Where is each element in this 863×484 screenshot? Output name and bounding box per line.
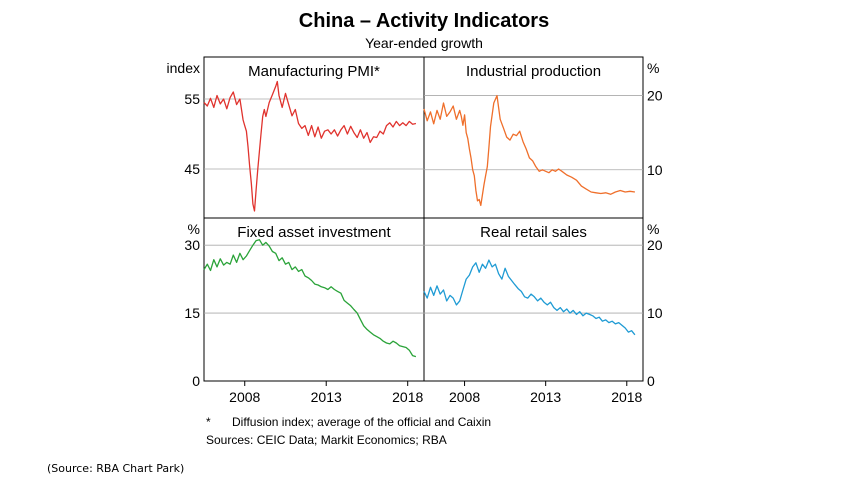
x-tick-label: 2018 — [392, 389, 423, 405]
chart-subtitle: Year-ended growth — [365, 35, 483, 51]
y-tick-label: 20 — [647, 88, 663, 104]
y-tick-label: 30 — [184, 237, 200, 253]
panel-title: Industrial production — [466, 63, 601, 80]
x-tick-label: 2018 — [611, 389, 642, 405]
series-line — [203, 239, 417, 358]
unit-label: % — [188, 221, 200, 237]
y-tick-label: 45 — [184, 161, 200, 177]
y-tick-label: 55 — [184, 91, 200, 107]
x-tick-label: 2008 — [229, 389, 260, 405]
panel-2: 10 20% Industrial production — [423, 60, 663, 207]
source-caption: (Source: RBA Chart Park) — [47, 462, 185, 475]
y-tick-label: 10 — [647, 305, 663, 321]
panel-title: Manufacturing PMI* — [248, 63, 380, 80]
series-line — [423, 259, 636, 336]
y-tick-label: 0 — [192, 373, 200, 389]
series-line — [203, 80, 417, 212]
chart-title: China – Activity Indicators — [299, 10, 549, 32]
panel-title: Fixed asset investment — [237, 224, 391, 241]
unit-label: index — [167, 60, 200, 76]
footnote-marker: * — [206, 415, 211, 429]
y-tick-label: 0 — [647, 373, 655, 389]
footnote-text: Diffusion index; average of the official… — [232, 415, 491, 429]
y-tick-label: 15 — [184, 305, 200, 321]
series-line — [423, 94, 635, 207]
y-tick-label: 20 — [647, 237, 663, 253]
panel-title: Real retail sales — [480, 224, 587, 241]
x-tick-label: 2008 — [449, 389, 480, 405]
unit-label: % — [647, 60, 659, 76]
panel-1: 45 55 index Manufacturing PMI* — [167, 60, 424, 212]
panel-4: 0 10 20% Real retail sales 2008 2013 2018 — [423, 221, 663, 405]
x-tick-label: 2013 — [530, 389, 561, 405]
y-tick-label: 10 — [647, 162, 663, 178]
sources-text: Sources: CEIC Data; Markit Economics; RB… — [206, 433, 447, 447]
x-tick-label: 2013 — [311, 389, 342, 405]
unit-label: % — [647, 221, 659, 237]
panel-3: 0 15 30% Fixed asset investment 2008 2013 2018 — [184, 221, 424, 405]
